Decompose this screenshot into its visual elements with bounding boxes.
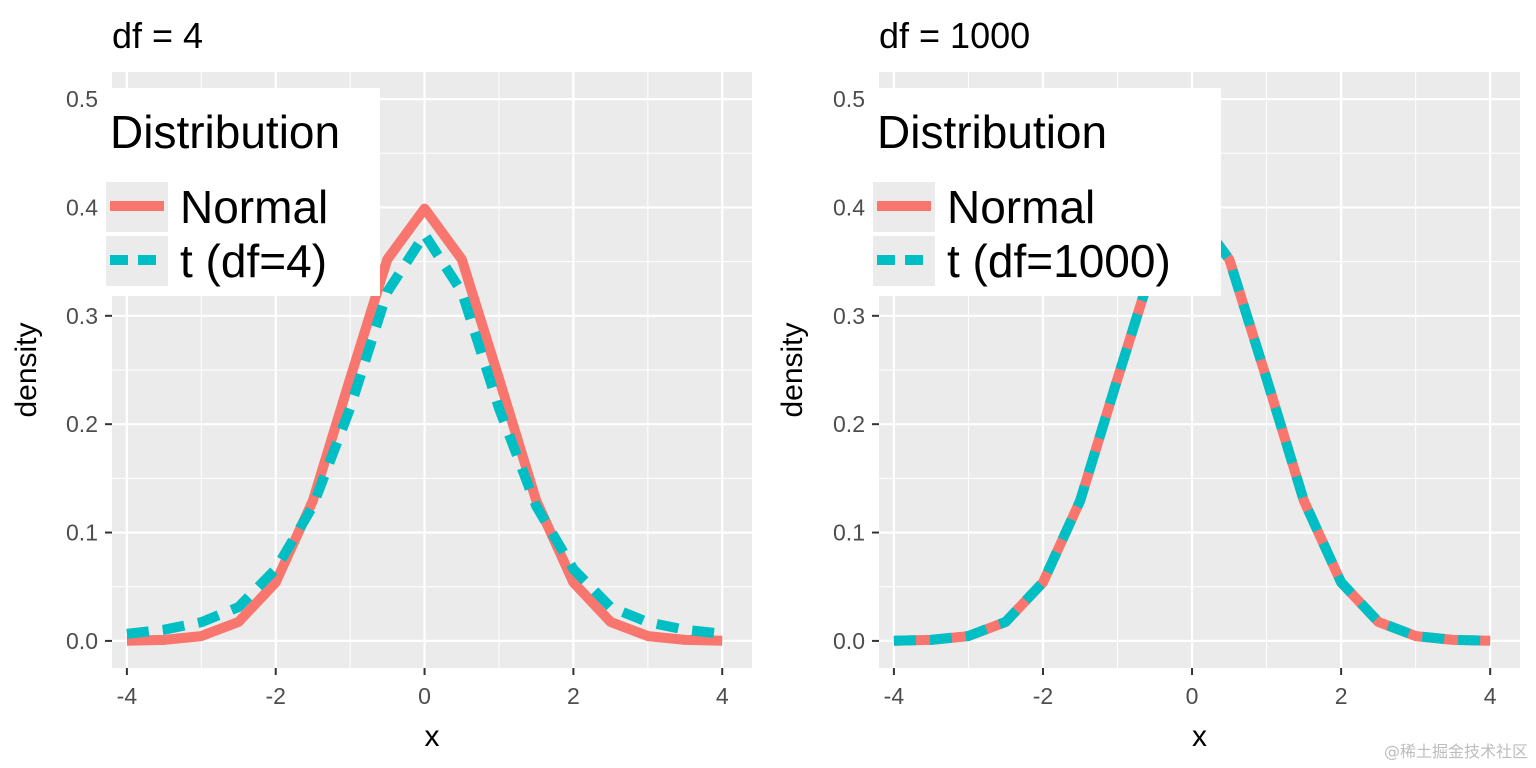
series-line-t [893, 203, 1491, 646]
x-axis-label: x [425, 720, 440, 753]
panel-title: df = 4 [112, 15, 203, 56]
x-tick-label: 2 [567, 683, 580, 709]
y-tick-label: 0.0 [66, 628, 98, 654]
y-tick-label: 0.1 [66, 520, 98, 546]
chart-panel-df1000: -4 -2 0 2 4 0.0 0.1 0.2 0.3 0.4 0.5 df = 1000 x densi… [776, 15, 1520, 753]
y-tick-label: 0.5 [833, 86, 865, 112]
y-tick-label: 0.0 [833, 628, 865, 654]
x-tick-label: -2 [1033, 683, 1053, 709]
x-tick-label: 0 [418, 683, 431, 709]
x-tick-label: -4 [117, 683, 138, 709]
y-tick-label: 0.4 [66, 194, 98, 220]
y-tick-label: 0.5 [66, 86, 98, 112]
x-tick-label: -2 [265, 683, 285, 709]
x-tick-label: 2 [1335, 683, 1348, 709]
legend-title: Distribution [877, 106, 1107, 158]
y-tick-label: 0.4 [833, 194, 865, 220]
x-axis-label: x [1192, 720, 1207, 753]
y-axis-label: density [10, 322, 43, 417]
legend-entry-label: Normal [180, 181, 328, 233]
y-tick-label: 0.2 [833, 411, 865, 437]
legend-entry-label: Normal [947, 181, 1095, 233]
x-tick-label: 0 [1186, 683, 1199, 709]
legend-entry-label: t (df=4) [180, 235, 327, 287]
y-tick-label: 0.1 [833, 520, 865, 546]
y-tick-label: 0.2 [66, 411, 98, 437]
x-tick-label: 4 [1484, 683, 1497, 709]
legend-title: Distribution [110, 106, 340, 158]
chart-panel-df4: -4 -2 0 2 4 0.0 0.1 0.2 0.3 0.4 0.5 df = 4 x density D… [10, 15, 752, 753]
y-axis-label: density [776, 322, 809, 417]
series-line-t [126, 229, 723, 639]
x-tick-label: -4 [884, 683, 905, 709]
y-tick-label: 0.3 [66, 303, 98, 329]
watermark-text: @稀土掘金技术社区 [1383, 742, 1528, 761]
legend-entry-label: t (df=1000) [947, 235, 1171, 287]
x-tick-label: 4 [716, 683, 729, 709]
panel-title: df = 1000 [879, 15, 1030, 56]
series-line-normal [126, 203, 723, 646]
y-tick-label: 0.3 [833, 303, 865, 329]
